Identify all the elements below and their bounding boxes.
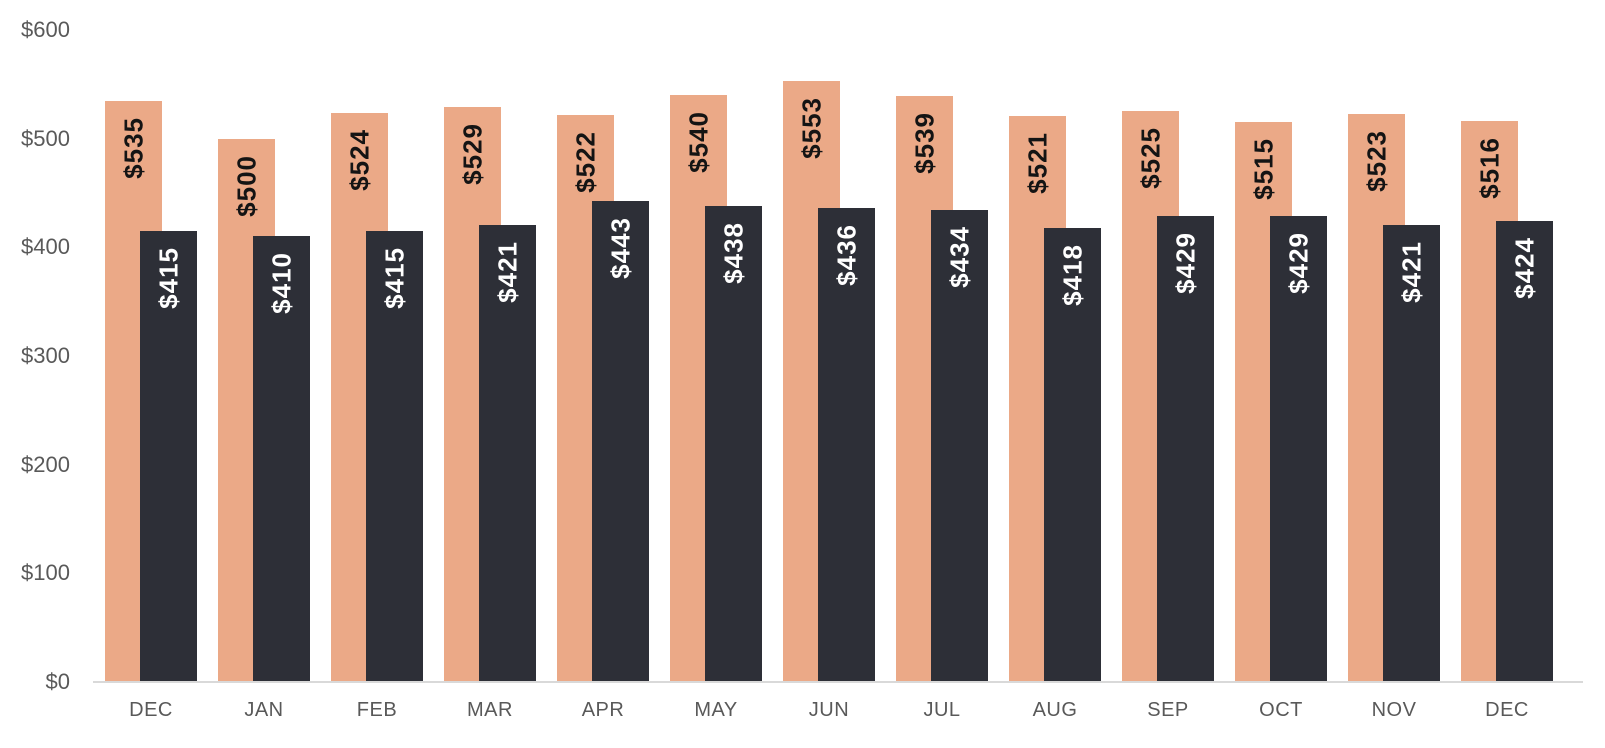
- x-axis-label: APR: [581, 699, 625, 721]
- bar-value-label: $539: [909, 112, 939, 174]
- y-axis-tick-label: $600: [21, 17, 70, 42]
- bar-dark-bars: $410: [253, 236, 310, 682]
- y-axis-tick-label: $100: [21, 560, 70, 586]
- bar-value-label: $535: [118, 117, 148, 179]
- bar-dark-bars: $421: [479, 225, 536, 682]
- bar-dark-bars: $415: [366, 231, 423, 682]
- bar-dark-bars: $443: [592, 201, 649, 682]
- bar-group: $539 $434 JUL: [896, 0, 988, 721]
- x-axis-label: DEC: [1485, 699, 1529, 721]
- y-axis-tick-label: $0: [45, 669, 70, 694]
- bar-value-label: $525: [1135, 127, 1165, 189]
- bar-group: $535 $415 DEC: [105, 0, 197, 721]
- bar-value-label: $438: [718, 222, 748, 284]
- bar-value-label: $418: [1057, 244, 1087, 306]
- bar-value-label: $522: [570, 131, 600, 193]
- bar-value-label: $434: [944, 226, 974, 288]
- x-axis-label: DEC: [129, 699, 173, 721]
- x-axis-label: JUL: [923, 699, 961, 721]
- bar-group: $521 $418 AUG: [1009, 0, 1101, 721]
- plot-area: $535 $415 DEC $500 $410 JAN $524 $415 FEB $529 $42…: [105, 0, 1553, 721]
- bar-value-label: $524: [344, 129, 374, 191]
- x-axis-line: [93, 681, 1583, 683]
- bar-value-label: $515: [1248, 138, 1278, 200]
- bar-dark-bars: $415: [140, 231, 197, 682]
- bar-value-label: $415: [379, 247, 409, 309]
- y-axis-tick-label: $400: [21, 234, 70, 260]
- bar-dark-bars: $429: [1157, 216, 1214, 682]
- x-axis-label: SEP: [1147, 699, 1189, 721]
- bar-value-label: $521: [1022, 132, 1052, 194]
- bar-value-label: $500: [231, 155, 261, 217]
- bar-dark-bars: $438: [705, 206, 762, 682]
- bar-dark-bars: $434: [931, 210, 988, 682]
- x-axis-label: FEB: [356, 699, 398, 721]
- bar-dark-bars: $436: [818, 208, 875, 682]
- y-axis-tick-label: $200: [21, 451, 70, 477]
- bar-value-label: $410: [266, 252, 296, 314]
- bar-dark-bars: $421: [1383, 225, 1440, 682]
- bar-value-label: $421: [1396, 241, 1426, 303]
- bar-group: $500 $410 JAN: [218, 0, 310, 721]
- bar-value-label: $421: [492, 241, 522, 303]
- bar-group: $522 $443 APR: [557, 0, 649, 721]
- bar-dark-bars: $418: [1044, 228, 1101, 682]
- bar-value-label: $523: [1361, 130, 1391, 192]
- bar-group: $515 $429 OCT: [1235, 0, 1327, 721]
- bar-group: $553 $436 JUN: [783, 0, 875, 721]
- bar-group: $516 $424 DEC: [1461, 0, 1553, 721]
- bar-value-label: $429: [1283, 232, 1313, 294]
- bar-dark-bars: $424: [1496, 221, 1553, 682]
- bar-group: $540 $438 MAY: [670, 0, 762, 721]
- bar-dark-bars: $429: [1270, 216, 1327, 682]
- x-axis-label: JAN: [244, 699, 284, 721]
- bar-value-label: $424: [1509, 237, 1539, 299]
- bar-value-label: $553: [796, 97, 826, 159]
- bar-group: $529 $421 MAR: [444, 0, 536, 721]
- bar-value-label: $540: [683, 111, 713, 173]
- x-axis-label: MAY: [694, 699, 738, 721]
- bar-value-label: $516: [1474, 137, 1504, 199]
- bar-group: $525 $429 SEP: [1122, 0, 1214, 721]
- x-axis-label: MAR: [467, 699, 513, 721]
- bar-group: $524 $415 FEB: [331, 0, 423, 721]
- x-axis-label: OCT: [1259, 699, 1303, 721]
- x-axis-label: AUG: [1032, 699, 1078, 721]
- bar-value-label: $529: [457, 123, 487, 185]
- y-axis-tick-label: $500: [21, 125, 70, 151]
- bar-value-label: $443: [605, 217, 635, 279]
- y-axis-tick-label: $300: [21, 343, 70, 368]
- x-axis-label: JUN: [808, 699, 850, 721]
- bar-value-label: $429: [1170, 232, 1200, 294]
- bar-group: $523 $421 NOV: [1348, 0, 1440, 721]
- bar-value-label: $436: [831, 224, 861, 286]
- bar-value-label: $415: [153, 247, 183, 309]
- x-axis-label: NOV: [1371, 699, 1417, 721]
